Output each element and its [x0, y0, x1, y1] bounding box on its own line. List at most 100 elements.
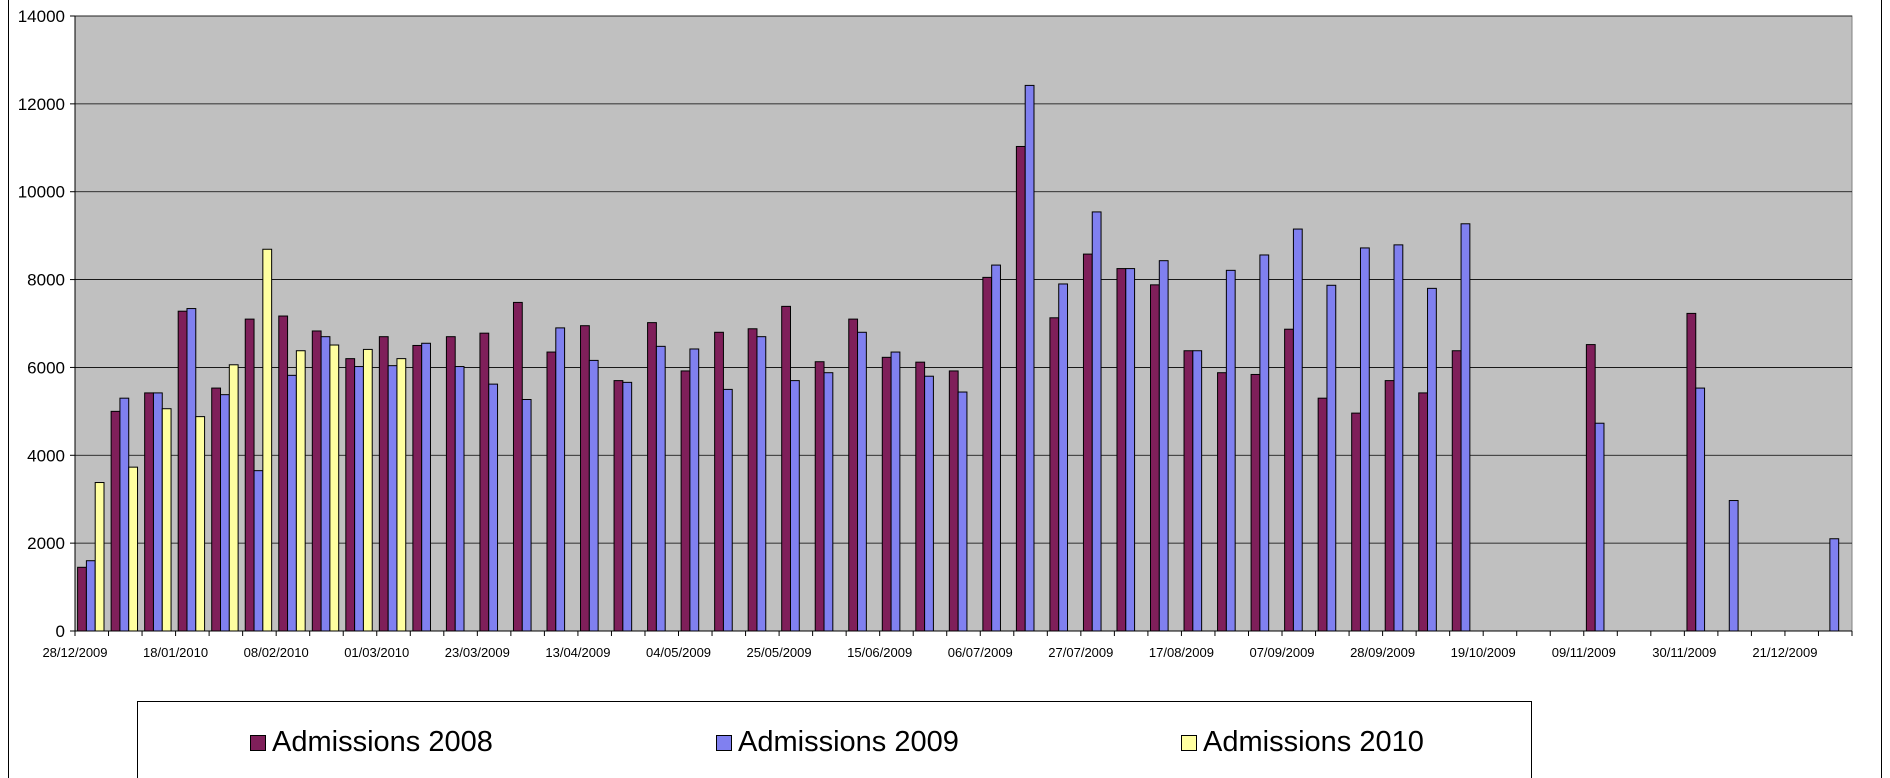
- bar-0-20: [747, 328, 758, 632]
- bar-1-9: [387, 365, 398, 632]
- bar-1-28: [1024, 84, 1035, 632]
- bar-1-12: [488, 383, 499, 632]
- bar-1-16: [622, 381, 633, 632]
- bar-1-13: [521, 398, 532, 632]
- bar-0-8: [345, 358, 356, 632]
- bar-1-3: [186, 308, 197, 632]
- bar-1-37: [1326, 284, 1337, 632]
- bar-0-41: [1451, 350, 1462, 632]
- legend-swatch-2009: [716, 734, 732, 751]
- x-tick-label-11: 17/08/2009: [1149, 645, 1214, 660]
- bar-0-45: [1585, 344, 1596, 632]
- bar-1-7: [320, 336, 331, 632]
- legend-label-2009: Admissions 2009: [738, 726, 959, 758]
- bar-1-34: [1225, 269, 1236, 632]
- bar-0-6: [278, 315, 289, 632]
- bar-2-9: [396, 358, 407, 632]
- bar-0-22: [814, 361, 825, 632]
- bar-0-24: [881, 356, 892, 632]
- bar-1-2: [152, 392, 163, 632]
- x-tick-label-6: 04/05/2009: [646, 645, 711, 660]
- bar-0-36: [1284, 328, 1294, 632]
- bar-1-17: [655, 345, 666, 632]
- bar-2-5: [262, 248, 273, 632]
- frame-left-border: [8, 0, 9, 778]
- bar-1-22: [823, 372, 834, 632]
- x-tick-label-17: 21/12/2009: [1752, 645, 1817, 660]
- frame-right-border: [1881, 0, 1882, 778]
- legend-swatch-2010: [1181, 734, 1197, 751]
- bar-2-3: [195, 416, 206, 632]
- bar-1-48: [1695, 387, 1706, 632]
- bar-1-40: [1427, 287, 1437, 632]
- x-tick-label-10: 27/07/2009: [1048, 645, 1113, 660]
- bar-0-35: [1250, 373, 1261, 632]
- x-tick-label-3: 01/03/2010: [344, 645, 409, 660]
- bar-0-30: [1082, 253, 1093, 632]
- bar-1-35: [1259, 254, 1270, 632]
- bar-0-7: [311, 330, 322, 632]
- legend: Admissions 2008 Admissions 2009 Admissio…: [137, 701, 1532, 778]
- bar-1-15: [588, 359, 599, 632]
- bar-2-7: [329, 344, 340, 632]
- y-tick-label-2000: 2000: [27, 534, 65, 553]
- x-tick-label-8: 15/06/2009: [847, 645, 912, 660]
- bar-0-39: [1384, 380, 1395, 632]
- bar-1-1: [119, 397, 130, 632]
- bar-0-11: [445, 336, 456, 632]
- bar-0-14: [546, 351, 557, 632]
- bar-0-16: [613, 380, 624, 632]
- x-tick-label-12: 07/09/2009: [1249, 645, 1314, 660]
- bar-1-41: [1460, 223, 1471, 632]
- bar-0-33: [1183, 350, 1194, 632]
- bar-0-15: [580, 325, 590, 632]
- x-tick-label-0: 28/12/2009: [42, 645, 107, 660]
- bar-2-2: [161, 408, 172, 632]
- bar-0-29: [1049, 317, 1060, 632]
- y-tick-label-14000: 14000: [18, 7, 65, 26]
- x-tick-label-15: 09/11/2009: [1552, 645, 1616, 660]
- bar-1-8: [354, 366, 364, 632]
- bar-1-24: [890, 351, 901, 632]
- bar-0-38: [1351, 412, 1361, 632]
- bar-1-11: [454, 366, 465, 632]
- bar-2-1: [128, 466, 139, 632]
- x-tick-label-1: 18/01/2010: [143, 645, 208, 660]
- bar-0-12: [479, 332, 490, 632]
- x-tick-label-16: 30/11/2009: [1652, 645, 1716, 660]
- bar-1-21: [789, 380, 800, 632]
- legend-item-2010: Admissions 2010: [1181, 726, 1424, 759]
- bar-1-14: [555, 327, 566, 632]
- bar-2-6: [295, 350, 306, 632]
- bar-0-37: [1317, 397, 1328, 632]
- legend-item-2008: Admissions 2008: [250, 726, 493, 759]
- bar-1-31: [1125, 268, 1136, 632]
- bar-1-18: [689, 348, 700, 632]
- bar-1-39: [1393, 244, 1404, 632]
- bar-1-36: [1292, 228, 1303, 632]
- bar-0-4: [211, 387, 222, 632]
- x-tick-label-2: 08/02/2010: [244, 645, 309, 660]
- x-tick-label-4: 23/03/2009: [445, 645, 510, 660]
- y-tick-label-12000: 12000: [18, 95, 65, 114]
- bar-0-18: [680, 370, 691, 632]
- bar-0-27: [982, 276, 993, 632]
- bar-1-6: [287, 374, 297, 632]
- bar-0-9: [378, 336, 389, 632]
- legend-label-2010: Admissions 2010: [1203, 726, 1424, 758]
- bar-1-19: [722, 388, 733, 632]
- y-tick-label-4000: 4000: [27, 446, 65, 465]
- bar-0-0: [77, 566, 87, 632]
- bar-1-10: [421, 342, 431, 632]
- bar-1-4: [220, 394, 230, 632]
- bar-1-26: [957, 391, 968, 632]
- bar-0-1: [110, 410, 121, 632]
- bar-1-38: [1359, 247, 1370, 632]
- legend-item-2009: Admissions 2009: [716, 726, 959, 759]
- x-tick-label-9: 06/07/2009: [948, 645, 1013, 660]
- bar-0-40: [1418, 392, 1429, 632]
- bar-1-27: [991, 264, 1001, 632]
- bar-0-21: [781, 305, 791, 632]
- bar-1-30: [1091, 211, 1102, 632]
